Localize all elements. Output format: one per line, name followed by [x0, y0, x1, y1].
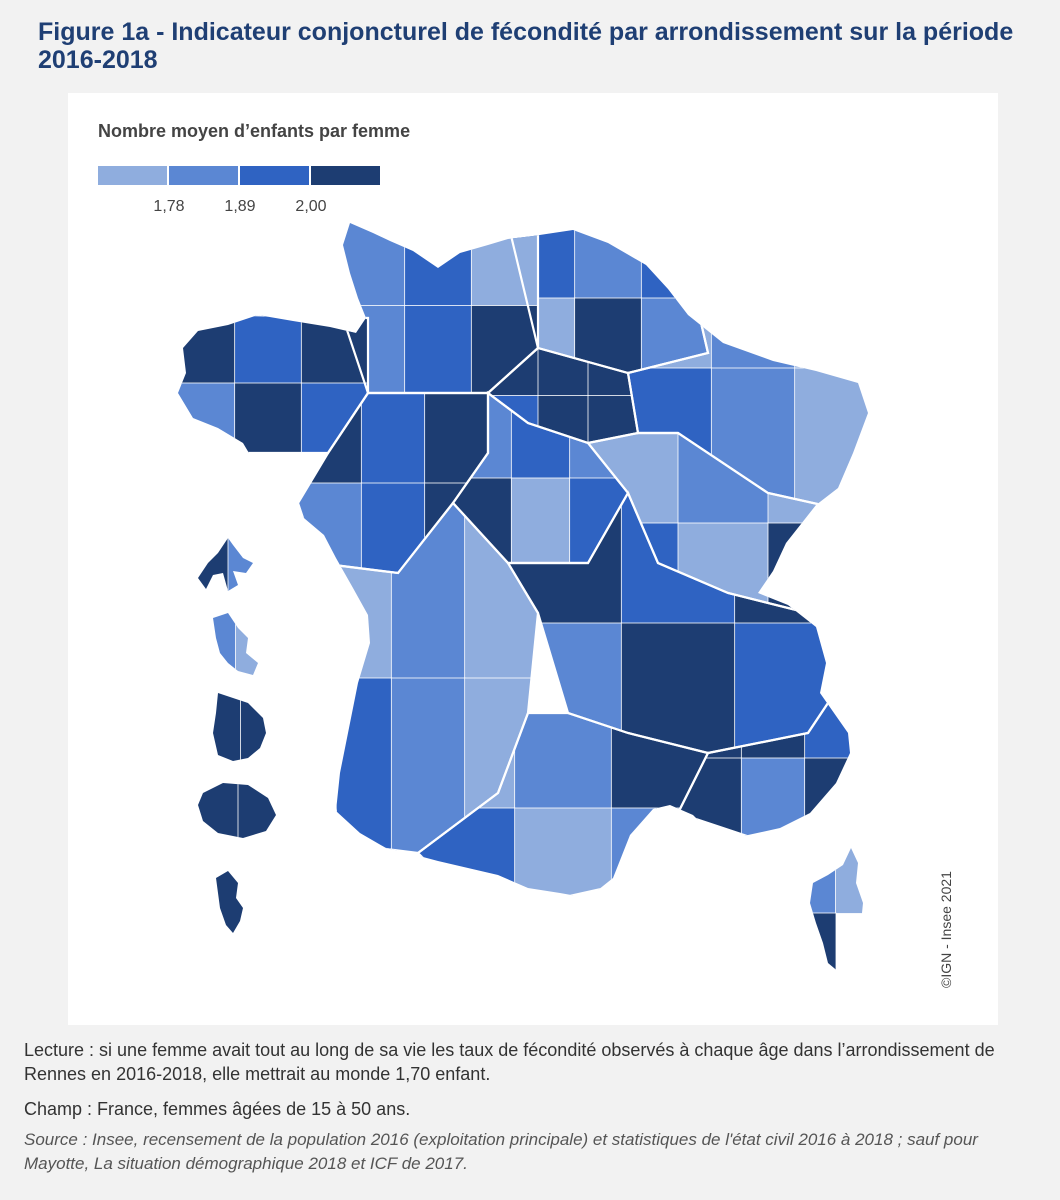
arrondissement-cell — [178, 313, 236, 384]
arrondissement-cell — [390, 677, 466, 853]
arrondissement-cell — [620, 622, 736, 753]
region-bretagne — [178, 313, 368, 453]
note-lecture: Lecture : si une femme avait tout au lon… — [24, 1040, 995, 1084]
arrondissement-cell — [804, 757, 868, 843]
map-panel: Nombre moyen d’enfants par femme 1,78 1,… — [68, 93, 998, 1025]
arrondissement-cell — [767, 522, 858, 613]
region-mayotte — [216, 871, 243, 933]
legend-swatch-2 — [169, 166, 238, 185]
arrondissement-cell — [510, 477, 571, 563]
arrondissement-cell — [810, 848, 837, 914]
arrondissement-cell — [240, 693, 266, 761]
arrondissement-cell — [610, 807, 708, 898]
arrondissement-cell — [740, 757, 806, 843]
arrondissement-cell — [198, 783, 239, 838]
arrondissement-cell — [298, 482, 363, 573]
arrondissement-cell — [514, 807, 613, 898]
arrondissement-cell — [213, 613, 237, 675]
region-guadeloupe — [198, 538, 253, 591]
legend-threshold-2: 1,89 — [224, 198, 256, 215]
arrondissement-cell — [338, 223, 406, 307]
arrondissement-cell — [213, 693, 242, 761]
copyright-credit: ©IGN - Insee 2021 — [938, 871, 954, 988]
arrondissement-cell — [640, 223, 708, 299]
arrondissement-cell — [794, 367, 868, 513]
arrondissement-cell — [237, 783, 276, 838]
arrondissement-cell — [198, 538, 229, 591]
arrondissement-cell — [835, 848, 863, 914]
region-guyane — [213, 693, 266, 761]
arrondissement-cell — [514, 713, 613, 809]
arrondissement-cell — [178, 382, 236, 453]
region-corse — [810, 848, 863, 973]
legend-swatch-1 — [98, 166, 167, 185]
arrondissement-cell — [227, 538, 253, 591]
legend-title: Nombre moyen d’enfants par femme — [98, 121, 411, 141]
figure-title: Figure 1a - Indicateur conjoncturel de f… — [38, 18, 1014, 74]
region-martinique — [213, 613, 258, 675]
arrondissement-cell — [234, 313, 303, 384]
arrondissement-cell — [234, 382, 303, 453]
arrondissement-cell — [216, 871, 243, 933]
arrondissement-cell — [360, 393, 426, 484]
arrondissement-cell — [404, 305, 473, 393]
legend-color-scale — [98, 166, 382, 185]
note-champ: Champ : France, femmes âgées de 15 à 50 … — [24, 1099, 411, 1119]
arrondissement-cell — [300, 313, 368, 384]
legend-threshold-1: 1,78 — [153, 198, 185, 215]
arrondissement-cell — [810, 912, 837, 973]
france-map — [178, 223, 868, 973]
legend-swatch-3 — [240, 166, 309, 185]
region-la-r-union — [198, 783, 276, 838]
arrondissement-cell — [574, 223, 643, 299]
arrondissement-cell — [470, 223, 538, 307]
arrondissement-cell — [404, 223, 473, 307]
arrondissement-cell — [794, 223, 868, 369]
legend-swatch-4 — [311, 166, 380, 185]
arrondissement-cell — [710, 223, 796, 369]
arrondissement-cell — [318, 677, 393, 853]
arrondissement-cell — [235, 613, 258, 675]
note-source: Source : Insee, recensement de la popula… — [24, 1130, 978, 1173]
legend-threshold-3: 2,00 — [295, 198, 327, 215]
